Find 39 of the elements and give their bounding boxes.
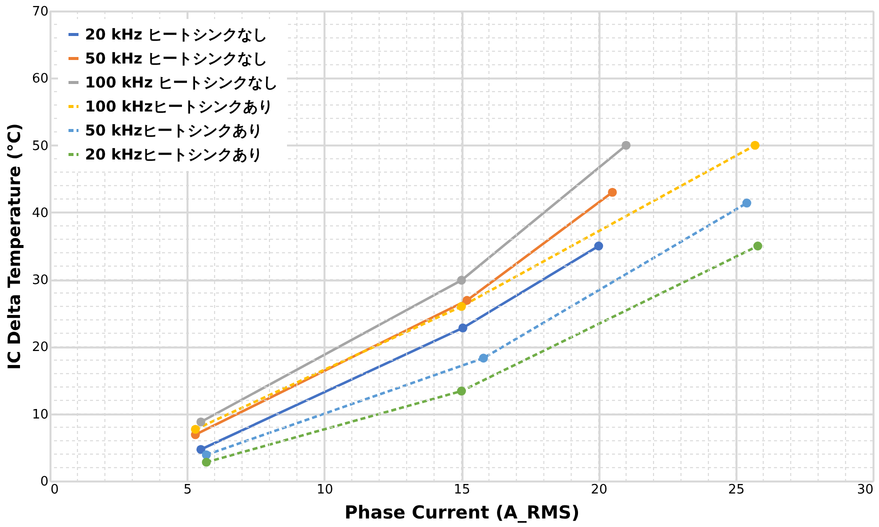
- y-tick-label: 20: [32, 340, 48, 356]
- x-tick-label: 15: [454, 482, 470, 498]
- point: [202, 450, 211, 460]
- x-tick-label: 20: [590, 482, 608, 498]
- point: [622, 140, 631, 150]
- y-tick-label: 30: [32, 273, 48, 288]
- x-axis-title: Phase Current (A_RMS): [344, 502, 580, 524]
- x-tick-label: 30: [856, 482, 874, 498]
- point: [190, 424, 200, 434]
- legend-label: 50 kHz ヒートシンクなし: [85, 50, 268, 68]
- y-tick-label: 70: [32, 4, 48, 20]
- x-tick-label: 25: [728, 482, 745, 498]
- legend-label: 50 kHzヒートシンクあり: [85, 122, 262, 140]
- y-tick-label: 40: [32, 206, 48, 221]
- point: [457, 276, 466, 285]
- point: [742, 198, 752, 208]
- legend-label: 100 kHz ヒートシンクなし: [85, 74, 278, 92]
- point: [457, 302, 466, 311]
- point: [457, 386, 466, 396]
- point: [196, 417, 206, 426]
- y-tick-label: 60: [32, 72, 48, 87]
- legend-label: 20 kHz ヒートシンクなし: [85, 26, 268, 44]
- point: [753, 242, 762, 250]
- x-tick-label: 5: [184, 482, 192, 498]
- point: [608, 188, 617, 197]
- legend-label: 100 kHzヒートシンクあり: [85, 98, 273, 116]
- y-tick-label: 50: [32, 138, 48, 154]
- point: [750, 140, 760, 150]
- point: [462, 296, 472, 305]
- point: [478, 354, 488, 363]
- legend-label: 20 kHzヒートシンクあり: [85, 146, 262, 164]
- y-tick-label: 10: [32, 407, 48, 422]
- point: [594, 242, 604, 250]
- y-axis-title: IC Delta Temperature (°C): [4, 123, 25, 370]
- x-tick-label: 0: [50, 482, 59, 498]
- x-tick-label: 10: [316, 482, 334, 498]
- point: [202, 458, 211, 467]
- point: [458, 323, 468, 332]
- point: [196, 444, 206, 454]
